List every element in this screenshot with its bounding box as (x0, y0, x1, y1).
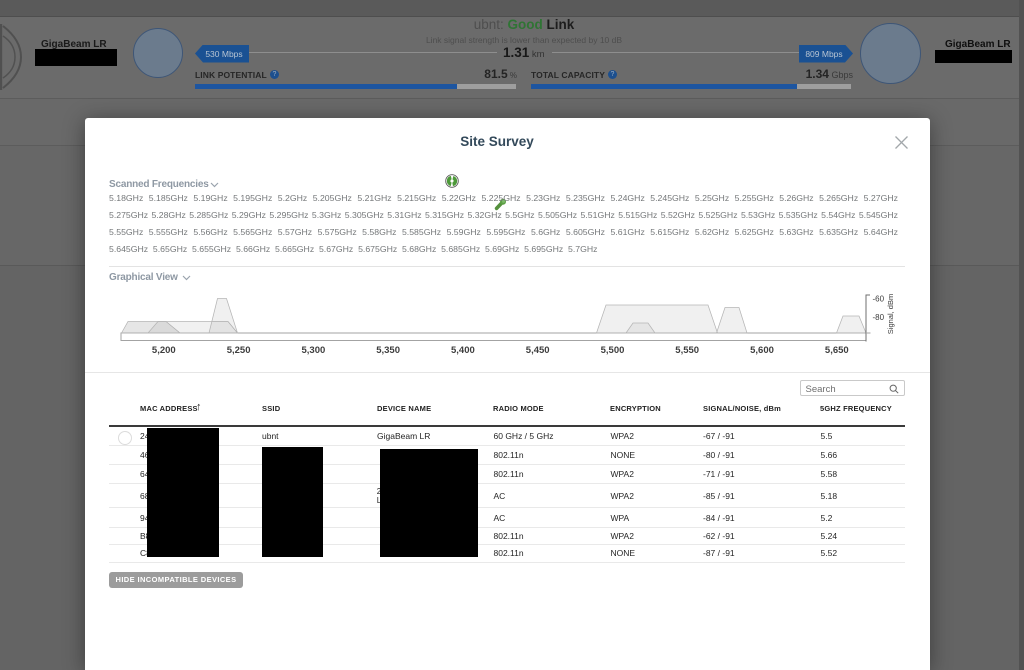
svg-text:5,450: 5,450 (526, 345, 550, 356)
svg-text:5,200: 5,200 (152, 345, 176, 356)
svg-text:5,650: 5,650 (825, 345, 849, 356)
svg-text:5,550: 5,550 (675, 345, 699, 356)
svg-text:5,500: 5,500 (601, 345, 625, 356)
svg-text:-60: -60 (873, 295, 885, 304)
svg-text:5,300: 5,300 (302, 345, 326, 356)
svg-text:Signal, dBm: Signal, dBm (886, 294, 895, 334)
svg-text:5,350: 5,350 (376, 345, 400, 356)
svg-text:5,600: 5,600 (750, 345, 774, 356)
svg-text:5,250: 5,250 (227, 345, 251, 356)
svg-text:5,400: 5,400 (451, 345, 475, 356)
svg-text:-80: -80 (873, 313, 885, 322)
